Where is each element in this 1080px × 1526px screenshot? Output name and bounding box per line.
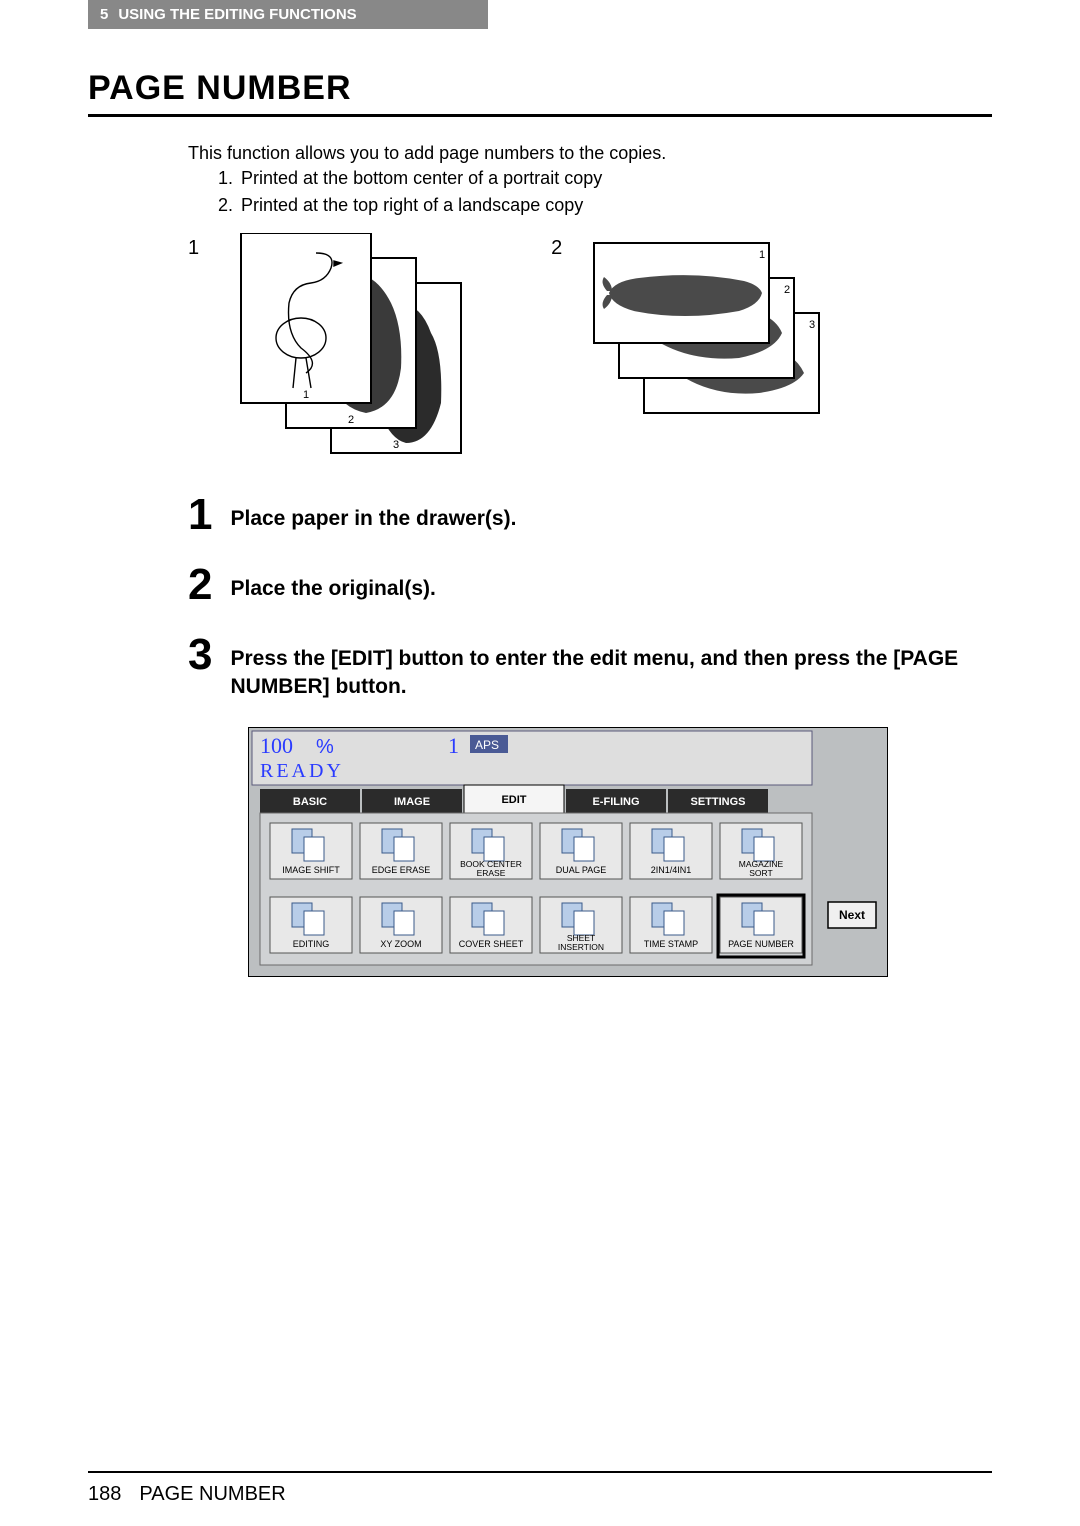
landscape-page-num-3: 3 bbox=[809, 319, 815, 331]
screen-func-button[interactable]: MAGAZINESORT bbox=[720, 823, 802, 879]
svg-text:ERASE: ERASE bbox=[477, 868, 506, 878]
step-2: 2 Place the original(s). bbox=[188, 563, 992, 607]
svg-text:EDIT: EDIT bbox=[501, 794, 526, 806]
intro-block: This function allows you to add page num… bbox=[188, 141, 992, 219]
landscape-page-num-2: 2 bbox=[784, 284, 790, 296]
sub-list-item: 1. Printed at the bottom center of a por… bbox=[218, 166, 992, 191]
step-text-3: Press the [EDIT] button to enter the edi… bbox=[230, 633, 992, 702]
portrait-diagram: 1 3 2 1 bbox=[188, 233, 471, 463]
screen-percent-sym: % bbox=[316, 736, 334, 758]
portrait-page-num-3: 3 bbox=[393, 439, 399, 451]
svg-text:EDGE ERASE: EDGE ERASE bbox=[372, 865, 431, 875]
step-1: 1 Place paper in the drawer(s). bbox=[188, 493, 992, 537]
landscape-diagram: 2 3 2 1 bbox=[551, 233, 834, 423]
footer: 188 PAGE NUMBER bbox=[88, 1471, 992, 1506]
step-3: 3 Press the [EDIT] button to enter the e… bbox=[188, 633, 992, 702]
screen-func-button[interactable]: PAGE NUMBER bbox=[720, 897, 802, 953]
svg-text:SORT: SORT bbox=[749, 868, 772, 878]
svg-text:IMAGE SHIFT: IMAGE SHIFT bbox=[282, 865, 340, 875]
svg-text:IMAGE: IMAGE bbox=[394, 796, 430, 808]
screen-mode: APS bbox=[475, 738, 499, 752]
svg-text:TIME STAMP: TIME STAMP bbox=[644, 939, 698, 949]
copier-screen-svg: 100 % 1 APS READY BASIC IMAGE EDIT E-FIL… bbox=[248, 727, 888, 977]
footer-page-num: 188 bbox=[88, 1483, 121, 1506]
screen-func-button[interactable]: XY ZOOM bbox=[360, 897, 442, 953]
svg-text:PAGE NUMBER: PAGE NUMBER bbox=[728, 939, 794, 949]
screen-func-button[interactable]: SHEETINSERTION bbox=[540, 897, 622, 953]
next-button[interactable]: Next bbox=[839, 908, 865, 922]
svg-text:DUAL PAGE: DUAL PAGE bbox=[556, 865, 607, 875]
screen-func-button[interactable]: 2IN1/4IN1 bbox=[630, 823, 712, 879]
chapter-title: USING THE EDITING FUNCTIONS bbox=[118, 6, 356, 23]
screen-func-button[interactable]: COVER SHEET bbox=[450, 897, 532, 953]
portrait-page-num-1: 1 bbox=[303, 389, 309, 401]
sub-text: Printed at the bottom center of a portra… bbox=[241, 166, 602, 191]
diagram-label-2: 2 bbox=[551, 233, 562, 260]
svg-text:SETTINGS: SETTINGS bbox=[690, 796, 745, 808]
screen-func-button[interactable]: BOOK CENTERERASE bbox=[450, 823, 532, 879]
header-bar: 5 USING THE EDITING FUNCTIONS bbox=[88, 0, 488, 29]
page-title: PAGE NUMBER bbox=[88, 69, 992, 117]
step-num-2: 2 bbox=[188, 563, 212, 607]
screen-count: 1 bbox=[448, 733, 459, 758]
screen-func-button[interactable]: EDGE ERASE bbox=[360, 823, 442, 879]
step-text-1: Place paper in the drawer(s). bbox=[230, 493, 516, 533]
diagram-label-1: 1 bbox=[188, 233, 199, 260]
svg-text:BASIC: BASIC bbox=[293, 796, 327, 808]
screen-func-button[interactable]: DUAL PAGE bbox=[540, 823, 622, 879]
sub-text: Printed at the top right of a landscape … bbox=[241, 193, 583, 218]
screen-func-button[interactable]: TIME STAMP bbox=[630, 897, 712, 953]
step-num-3: 3 bbox=[188, 633, 212, 677]
intro-text: This function allows you to add page num… bbox=[188, 141, 992, 166]
step-num-1: 1 bbox=[188, 493, 212, 537]
sub-list-item: 2. Printed at the top right of a landsca… bbox=[218, 193, 992, 218]
step-text-2: Place the original(s). bbox=[230, 563, 435, 603]
screen-func-button[interactable]: IMAGE SHIFT bbox=[270, 823, 352, 879]
svg-text:E-FILING: E-FILING bbox=[592, 796, 639, 808]
chapter-num: 5 bbox=[100, 6, 108, 23]
portrait-stack-svg: 3 2 1 bbox=[221, 233, 471, 463]
sub-num: 1. bbox=[218, 166, 233, 191]
content: PAGE NUMBER This function allows you to … bbox=[0, 29, 1080, 982]
portrait-page-num-2: 2 bbox=[348, 414, 354, 426]
screen-status: READY bbox=[260, 760, 344, 782]
sub-num: 2. bbox=[218, 193, 233, 218]
svg-text:COVER SHEET: COVER SHEET bbox=[459, 939, 524, 949]
footer-section: PAGE NUMBER bbox=[139, 1483, 285, 1506]
copier-screen: 100 % 1 APS READY BASIC IMAGE EDIT E-FIL… bbox=[248, 727, 992, 982]
svg-text:INSERTION: INSERTION bbox=[558, 942, 604, 952]
sub-list: 1. Printed at the bottom center of a por… bbox=[218, 166, 992, 218]
svg-text:EDITING: EDITING bbox=[293, 939, 330, 949]
screen-func-button[interactable]: EDITING bbox=[270, 897, 352, 953]
screen-tabs: BASIC IMAGE EDIT E-FILING SETTINGS bbox=[260, 785, 768, 813]
svg-text:XY ZOOM: XY ZOOM bbox=[380, 939, 421, 949]
diagrams-row: 1 3 2 1 bbox=[188, 233, 992, 463]
landscape-page-num-1: 1 bbox=[759, 249, 765, 261]
svg-text:2IN1/4IN1: 2IN1/4IN1 bbox=[651, 865, 692, 875]
landscape-stack-svg: 3 2 1 bbox=[584, 233, 834, 423]
screen-percent: 100 bbox=[260, 733, 293, 758]
